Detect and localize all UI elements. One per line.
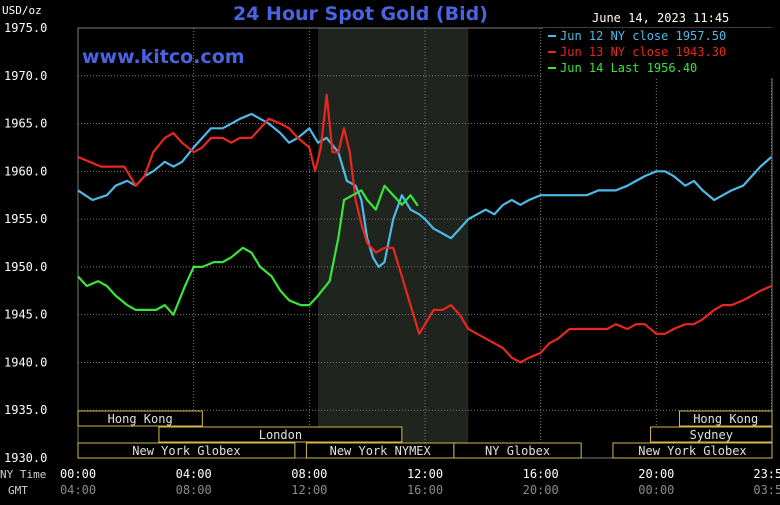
unit-label: USD/oz — [2, 4, 42, 17]
timestamp: June 14, 2023 11:45 — [592, 11, 729, 25]
y-tick-label: 1950.0 — [4, 260, 47, 274]
session-box — [612, 442, 773, 459]
session-box — [678, 410, 773, 427]
legend-box — [543, 28, 777, 78]
x-tick-gmt: 16:00 — [407, 483, 443, 497]
series-jun14-line — [77, 184, 419, 316]
session-label: New York Globex — [132, 444, 240, 458]
session-label: Sydney — [690, 428, 733, 442]
y-tick-label: 1965.0 — [4, 117, 47, 131]
session-label: New York NYMEX — [330, 444, 432, 458]
trading-sessions: Hong Kong London New York Globex New York N… — [77, 410, 773, 459]
x-axis-ticks: 00:00 04:00 04:00 08:00 08:00 12:00 12:00 16:00… — [60, 467, 780, 497]
legend-item-jun13: Jun 13 NY close 1943.30 — [560, 45, 726, 59]
x-tick-ny: 23:59 — [753, 467, 780, 481]
session-box — [77, 410, 203, 427]
series-jun13-line — [77, 93, 772, 364]
nymex-session-shade — [318, 28, 469, 458]
gmt-label: GMT — [8, 484, 28, 497]
chart-title: 24 Hour Spot Gold (Bid) — [233, 3, 488, 25]
y-tick-label: 1945.0 — [4, 308, 47, 322]
y-tick-label: 1975.0 — [4, 21, 47, 35]
y-tick-label: 1960.0 — [4, 164, 47, 178]
legend: Jun 12 NY close 1957.50 Jun 13 NY close 1… — [543, 28, 777, 78]
y-tick-label: 1970.0 — [4, 69, 47, 83]
session-box — [453, 442, 582, 459]
series-jun12-line — [77, 112, 773, 268]
x-tick-ny: 08:00 — [291, 467, 327, 481]
legend-item-jun14: Jun 14 Last 1956.40 — [560, 61, 697, 75]
session-box — [77, 442, 296, 459]
source-watermark: www.kitco.com — [82, 46, 245, 68]
ny-time-label: NY Time — [0, 468, 46, 481]
session-label: New York Globex — [638, 444, 746, 458]
x-tick-gmt: 00:00 — [638, 483, 674, 497]
x-tick-gmt: 04:00 — [60, 483, 96, 497]
x-tick-ny: 16:00 — [523, 467, 559, 481]
price-lines — [77, 93, 773, 364]
session-label: Hong Kong — [108, 412, 173, 426]
x-tick-ny: 04:00 — [176, 467, 212, 481]
x-tick-gmt: 20:00 — [523, 483, 559, 497]
y-tick-label: 1955.0 — [4, 212, 47, 226]
x-tick-ny: 00:00 — [60, 467, 96, 481]
session-label: Hong Kong — [693, 412, 758, 426]
session-label: NY Globex — [485, 444, 550, 458]
y-tick-label: 1935.0 — [4, 403, 47, 417]
x-tick-gmt: 03:59 — [753, 483, 780, 497]
x-tick-gmt: 08:00 — [176, 483, 212, 497]
x-tick-ny: 20:00 — [638, 467, 674, 481]
session-box — [650, 426, 773, 443]
y-axis-ticks: 1975.0 1970.0 1965.0 1960.0 1955.0 1950.0 1945… — [4, 21, 47, 465]
y-tick-label: 1930.0 — [4, 451, 47, 465]
legend-item-jun12: Jun 12 NY close 1957.50 — [560, 29, 726, 43]
x-tick-ny: 12:00 — [407, 467, 443, 481]
session-label: London — [259, 428, 302, 442]
x-tick-gmt: 12:00 — [291, 483, 327, 497]
y-tick-label: 1940.0 — [4, 355, 47, 369]
session-box — [158, 426, 403, 443]
